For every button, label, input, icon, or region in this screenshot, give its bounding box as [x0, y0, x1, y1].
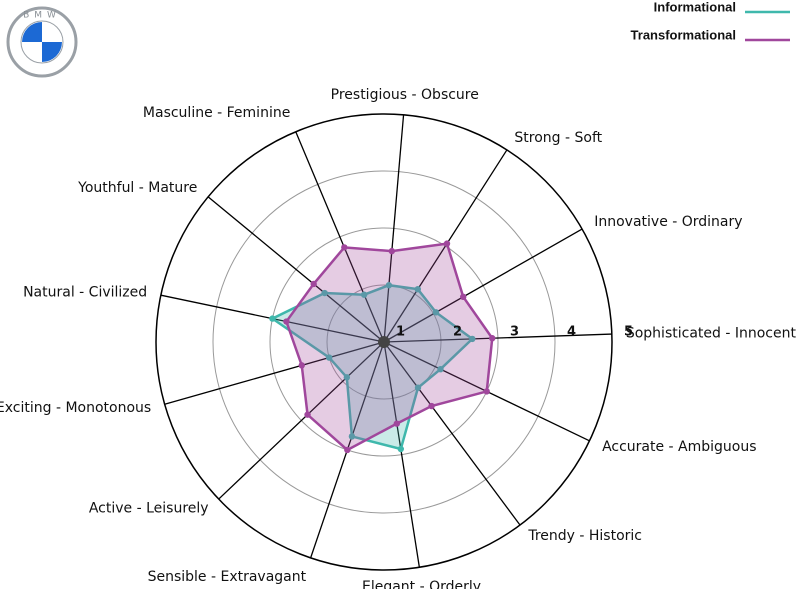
point — [414, 285, 421, 293]
point — [269, 315, 276, 322]
axis-label: Masculine - Feminine — [143, 105, 290, 121]
axis-label: Sophisticated - Innocent — [626, 326, 797, 342]
spoke — [383, 341, 521, 526]
spoke — [218, 341, 385, 500]
logo-quadrant — [22, 22, 42, 42]
axis-label: Exciting - Monotonous — [0, 400, 151, 416]
logo-quadrant — [42, 42, 62, 62]
point — [460, 293, 467, 301]
point — [393, 420, 401, 427]
axis-label: Strong - Soft — [514, 130, 602, 146]
point — [310, 280, 317, 288]
point — [325, 354, 333, 361]
spoke — [164, 341, 385, 405]
axis-label: Active - Leisurely — [89, 501, 209, 517]
point — [341, 244, 348, 251]
spoke — [383, 114, 405, 343]
point — [343, 374, 351, 381]
series-area — [269, 283, 475, 451]
axis-label: Trendy - Historic — [527, 528, 642, 544]
axis-label: Elegant - Orderly — [362, 579, 481, 589]
point — [428, 402, 435, 410]
axis-label: Youthful - Mature — [77, 180, 197, 196]
point — [344, 446, 351, 454]
axis-label: Natural - Civilized — [23, 284, 147, 300]
point — [483, 388, 490, 395]
logo: BMW — [6, 6, 78, 78]
point — [489, 335, 496, 342]
axis-label: Innovative - Ordinary — [594, 214, 742, 230]
point — [360, 291, 368, 298]
outer-ring — [155, 113, 613, 571]
point — [304, 411, 311, 418]
point — [385, 282, 393, 289]
grid-ring — [326, 284, 442, 400]
point — [397, 445, 404, 453]
grid-ring — [212, 170, 556, 514]
series-area — [284, 242, 494, 452]
point — [469, 335, 476, 343]
axis-label: Accurate - Ambiguous — [602, 439, 756, 455]
point — [414, 384, 422, 391]
spoke — [383, 333, 612, 343]
axis-label: Prestigious - Obscure — [331, 87, 479, 103]
center — [378, 336, 390, 348]
axis-label: Sensible - Extravagant — [148, 569, 307, 585]
spoke — [295, 131, 385, 343]
point — [437, 365, 444, 373]
legend-label: Transformational — [631, 27, 736, 42]
spoke — [383, 341, 421, 568]
tick-label: 4 — [567, 325, 576, 340]
point — [432, 309, 440, 316]
point — [298, 362, 305, 369]
point — [388, 247, 396, 255]
legend-label: Informational — [654, 0, 736, 14]
tick-label: 2 — [453, 325, 462, 340]
grid-ring — [269, 227, 499, 457]
spoke — [207, 196, 385, 343]
logo-text: BMW — [23, 11, 61, 21]
point — [321, 289, 328, 297]
tick-label: 5 — [624, 325, 633, 340]
point — [283, 318, 290, 325]
tick-label: 1 — [396, 325, 405, 340]
spoke — [383, 228, 583, 343]
point — [348, 433, 356, 440]
tick-label: 3 — [510, 325, 519, 340]
point — [443, 240, 451, 247]
